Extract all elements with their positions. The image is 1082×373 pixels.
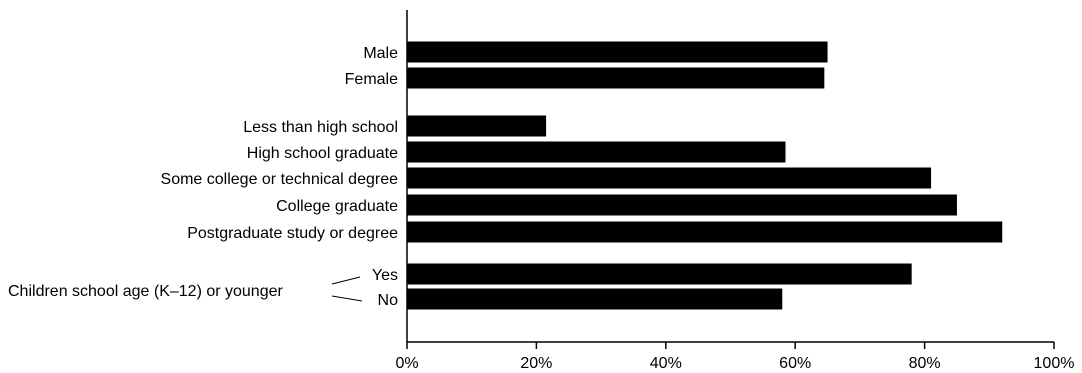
bar-female bbox=[407, 67, 825, 89]
leader-line-no bbox=[331, 295, 363, 302]
category-label-yes: Yes bbox=[372, 267, 398, 284]
bar-some-college-or-technical-degree bbox=[407, 167, 932, 189]
x-ticks-layer: 0% 20% 40% 60% 80% 100% bbox=[395, 342, 1074, 372]
bar-college-graduate bbox=[407, 194, 957, 216]
bars-layer bbox=[407, 41, 1003, 310]
x-tick-label: 80% bbox=[909, 355, 941, 372]
leader-line-yes bbox=[331, 276, 361, 285]
category-label-high-school-graduate: High school graduate bbox=[247, 145, 398, 162]
category-label-some-college-or-technical-degree: Some college or technical degree bbox=[161, 171, 399, 188]
x-tick-label: 100% bbox=[1034, 355, 1075, 372]
bar-postgraduate-study-or-degree bbox=[407, 221, 1003, 243]
category-label-college-graduate: College graduate bbox=[276, 198, 398, 215]
category-label-postgraduate-study-or-degree: Postgraduate study or degree bbox=[187, 225, 398, 242]
x-tick-label: 60% bbox=[779, 355, 811, 372]
group-label-children: Children school age (K–12) or younger bbox=[8, 283, 284, 300]
category-labels-layer: Male Female Less than high school High scho… bbox=[161, 45, 399, 309]
category-label-male: Male bbox=[363, 45, 398, 62]
x-tick-label: 20% bbox=[520, 355, 552, 372]
category-label-less-than-high-school: Less than high school bbox=[243, 119, 398, 136]
category-label-no: No bbox=[378, 292, 399, 309]
x-tick-label: 40% bbox=[650, 355, 682, 372]
bar-less-than-high-school bbox=[407, 115, 547, 137]
group-labels-layer: Children school age (K–12) or younger bbox=[8, 276, 363, 302]
x-tick-label: 0% bbox=[395, 355, 418, 372]
bar-male bbox=[407, 41, 828, 63]
bar-yes bbox=[407, 263, 912, 285]
category-label-female: Female bbox=[345, 71, 398, 88]
bar-no bbox=[407, 288, 783, 310]
bar-high-school-graduate bbox=[407, 141, 786, 163]
